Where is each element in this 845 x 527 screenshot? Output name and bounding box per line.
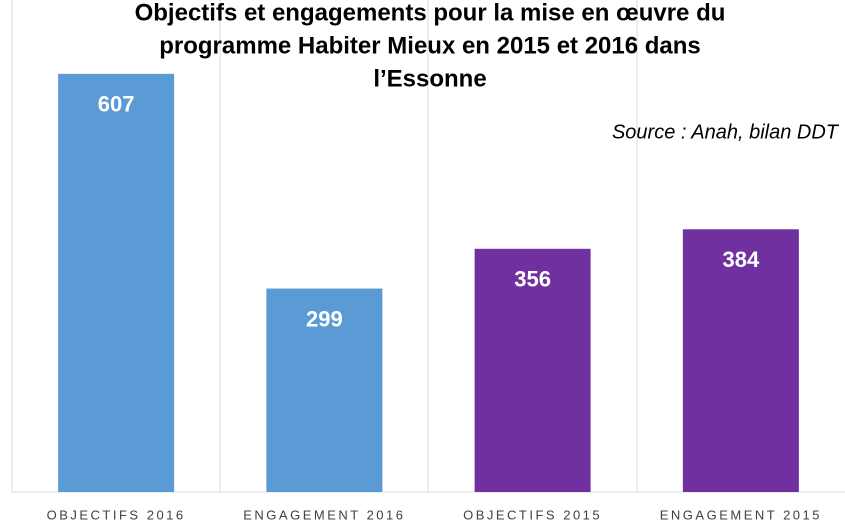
value-label: 607 bbox=[98, 92, 135, 117]
value-label: 299 bbox=[306, 306, 343, 331]
bar bbox=[266, 288, 383, 492]
chart-title: programme Habiter Mieux en 2015 et 2016 … bbox=[159, 32, 701, 59]
x-tick-label: ENGAGEMENT 2016 bbox=[243, 507, 405, 522]
value-label: 384 bbox=[723, 247, 760, 272]
chart-title: l’Essonne bbox=[373, 65, 486, 92]
x-tick-label: ENGAGEMENT 2015 bbox=[660, 507, 822, 522]
annotation: Source : Anah, bilan DDT bbox=[612, 121, 840, 143]
chart-title: Objectifs et engagements pour la mise en… bbox=[135, 0, 726, 26]
x-tick-label: OBJECTIFS 2016 bbox=[47, 507, 186, 522]
bar bbox=[682, 229, 799, 492]
bar bbox=[58, 73, 175, 492]
value-label: 356 bbox=[514, 267, 551, 292]
x-tick-label: OBJECTIFS 2015 bbox=[463, 507, 602, 522]
bar bbox=[474, 248, 591, 492]
